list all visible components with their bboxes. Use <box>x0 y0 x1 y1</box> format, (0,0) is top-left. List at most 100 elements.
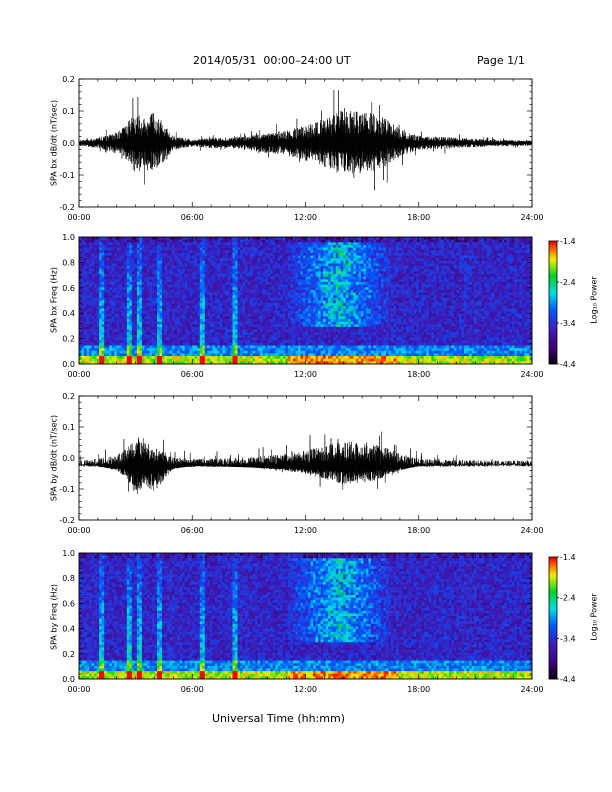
spectrogram-cell <box>134 350 138 354</box>
spectrogram-cell <box>212 308 216 312</box>
spectrogram-cell <box>169 348 173 352</box>
spectrogram-cell <box>242 348 246 352</box>
spectrogram-cell <box>172 337 175 341</box>
spectrogram-cell <box>144 287 148 291</box>
spectrogram-cell <box>209 305 213 309</box>
spectrogram-cell <box>89 276 92 280</box>
spectrogram-cell <box>154 287 158 291</box>
spectrogram-cell <box>187 237 191 240</box>
spectrogram-cell <box>169 313 173 317</box>
spectrogram-cell <box>224 311 228 315</box>
spectrogram-cell <box>323 284 326 288</box>
spectrogram-cell <box>227 297 231 301</box>
spectrogram-cell <box>232 350 236 354</box>
spectrogram-cell <box>109 287 113 291</box>
spectrogram-cell <box>119 276 123 280</box>
spectrogram-cell <box>257 242 261 246</box>
spectrogram-cell <box>167 313 170 317</box>
spectrogram-cell <box>330 239 334 243</box>
spectrogram-cell <box>139 289 143 293</box>
spectrogram-cell <box>199 329 203 333</box>
spectrogram-cell <box>104 308 107 312</box>
spectrogram-cell <box>260 319 264 322</box>
spectrogram-cell <box>275 311 279 315</box>
spectrogram-cell <box>202 258 206 262</box>
spectrogram-cell <box>149 239 153 243</box>
spectrogram-cell <box>300 342 304 346</box>
spectrogram-cell <box>252 326 256 330</box>
spectrogram-cell <box>297 308 301 312</box>
spectrogram-cell <box>315 342 319 346</box>
spectrogram-cell <box>305 358 309 362</box>
spectrogram-cell <box>167 358 170 362</box>
spectrogram-cell <box>290 361 294 365</box>
spectrogram-cell <box>209 316 213 320</box>
spectrogram-cell <box>265 284 269 288</box>
spectrogram-cell <box>189 279 193 283</box>
spectrogram-cell <box>285 263 289 267</box>
spectrogram-cell <box>313 303 316 307</box>
spectrogram-cell <box>169 266 173 270</box>
spectrogram-cell <box>111 247 115 251</box>
spectrogram-cell <box>159 342 163 346</box>
spectrogram-cell <box>295 276 299 280</box>
spectrogram-cell <box>144 326 148 330</box>
spectrogram-cell <box>320 260 324 264</box>
spectrogram-cell <box>169 308 173 312</box>
spectrogram-cell <box>235 334 238 338</box>
spectrogram-cell <box>116 305 120 309</box>
spectrogram-cell <box>79 284 82 288</box>
spectrogram-cell <box>197 342 201 346</box>
spectrogram-cell <box>159 319 163 322</box>
spectrogram-cell <box>224 348 228 352</box>
spectrogram-cell <box>224 242 228 246</box>
spectrogram-cell <box>325 340 329 344</box>
spectrogram-cell <box>320 305 324 309</box>
spectrogram-cell <box>79 263 82 267</box>
spectrogram-cell <box>79 316 82 320</box>
spectrogram-cell <box>179 353 183 357</box>
spectrogram-cell <box>139 284 143 288</box>
spectrogram-cell <box>194 319 198 322</box>
spectrogram-cell <box>310 337 314 341</box>
spectrogram-cell <box>250 244 253 248</box>
spectrogram-cell <box>323 250 326 254</box>
spectrogram-cell <box>222 271 226 275</box>
spectrogram-cell <box>277 297 281 301</box>
spectrogram-cell <box>131 316 135 320</box>
spectrogram-cell <box>114 244 118 248</box>
spectrogram-cell <box>149 305 153 309</box>
spectrogram-cell <box>295 340 299 344</box>
spectrogram-cell <box>149 300 153 304</box>
spectrogram-cell <box>101 250 105 254</box>
spectrogram-cell <box>81 263 85 267</box>
spectrogram-cell <box>255 266 258 270</box>
spectrogram-cell <box>192 250 196 254</box>
spectrogram-cell <box>257 342 261 346</box>
spectrogram-cell <box>290 287 294 291</box>
spectrogram-cell <box>144 342 148 346</box>
spectrogram-cell <box>126 250 130 254</box>
spectrogram-cell <box>174 289 178 293</box>
spectrogram-cell <box>262 356 266 360</box>
spectrogram-cell <box>199 239 203 243</box>
spectrogram-cell <box>136 313 140 317</box>
spectrogram-cell <box>252 329 256 333</box>
spectrogram-cell <box>179 244 183 248</box>
spectrogram-cell <box>245 289 248 293</box>
spectrogram-cell <box>290 348 294 352</box>
spectrogram-cell <box>94 268 97 272</box>
spectrogram-cell <box>194 255 198 259</box>
spectrogram-cell <box>214 239 218 243</box>
spectrogram-cell <box>300 300 304 304</box>
spectrogram-cell <box>237 266 241 270</box>
spectrogram-cell <box>131 284 135 288</box>
spectrogram-cell <box>189 266 193 270</box>
spectrogram-cell <box>242 356 246 360</box>
spectrogram-cell <box>84 332 87 336</box>
spectrogram-cell <box>313 247 316 251</box>
spectrogram-cell <box>99 300 102 304</box>
spectrogram-cell <box>79 340 82 344</box>
spectrogram-cell <box>144 284 148 288</box>
spectrogram-cell <box>330 361 334 365</box>
